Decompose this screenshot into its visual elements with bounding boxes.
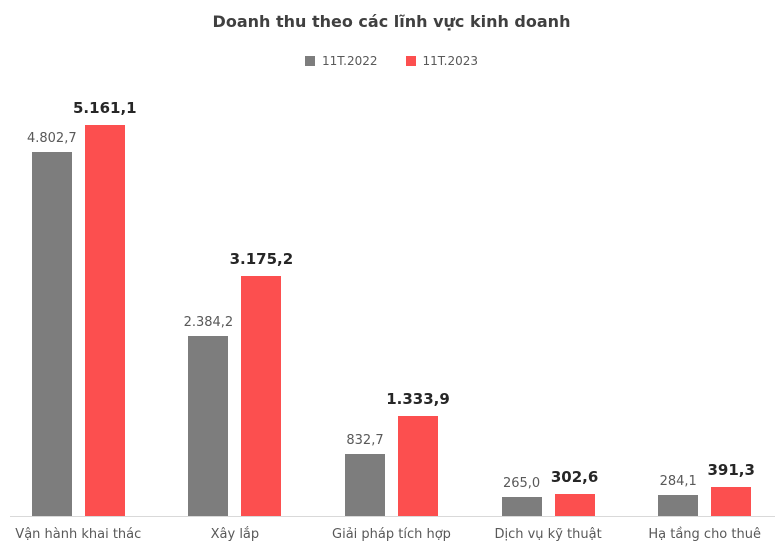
bar-11t2022-4: 265,0 [501, 476, 542, 517]
bar-value-label: 302,6 [550, 468, 599, 486]
bar-value-label: 4.802,7 [26, 131, 77, 147]
bar-value-label: 2.384,2 [183, 314, 234, 330]
bar-11t2022-3: 832,7 [344, 433, 385, 517]
x-axis-line [10, 516, 775, 517]
bar-value-label: 832,7 [346, 432, 384, 448]
plot-area: 4.802,7 5.161,1 2.384,2 3.175,2 832,7 1.333,9… [0, 99, 783, 517]
bar-value-label: 3.175,2 [229, 249, 294, 268]
chart-legend: 11T.2022 11T.2023 [0, 54, 783, 68]
bar-value-label: 1.333,9 [386, 389, 450, 408]
bar-value-label: 284,1 [659, 474, 697, 490]
category-label-2: Xây lắp [210, 527, 260, 542]
bar-11t2023-4: 302,6 [551, 468, 598, 517]
bar-group-3: 832,7 1.333,9 [313, 125, 470, 517]
bar-group-5: 284,1 391,3 [626, 125, 783, 517]
category-label-1: Vận hành khai thác [15, 527, 142, 542]
category-label-4: Dịch vụ kỹ thuật [494, 527, 602, 542]
category-axis-labels: Vận hành khai thác Xây lắp Giải pháp tích … [0, 527, 783, 542]
bar-group-4: 265,0 302,6 [470, 125, 627, 517]
bar-value-label: 5.161,1 [73, 99, 137, 117]
bar-group-1: 4.802,7 5.161,1 [0, 99, 157, 517]
bar-group-2: 2.384,2 3.175,2 [157, 125, 314, 517]
legend-label-11t2022: 11T.2022 [321, 54, 378, 68]
bar-value-label: 391,3 [707, 461, 755, 480]
bar-value-label: 265,0 [502, 475, 541, 491]
legend-item-11t2023: 11T.2023 [405, 54, 479, 68]
bar-11t2023-3: 1.333,9 [386, 390, 450, 517]
legend-item-11t2022: 11T.2022 [304, 54, 378, 68]
category-label-3: Giải pháp tích hợp [332, 527, 451, 542]
legend-label-11t2023: 11T.2023 [422, 54, 479, 68]
bar-11t2023-5: 391,3 [707, 461, 755, 517]
bar-11t2022-1: 4.802,7 [27, 131, 77, 517]
bar-11t2023-1: 5.161,1 [73, 99, 137, 517]
category-label-5: Hạ tầng cho thuê [648, 527, 761, 542]
bar-groups: 4.802,7 5.161,1 2.384,2 3.175,2 832,7 1.333,9… [0, 99, 783, 517]
legend-swatch-11t2022-icon [304, 56, 315, 66]
bar-11t2023-2: 3.175,2 [230, 250, 293, 517]
bar-11t2022-5: 284,1 [658, 474, 699, 517]
bar-11t2022-2: 2.384,2 [184, 315, 233, 517]
legend-swatch-11t2023-icon [405, 56, 416, 66]
chart-title: Doanh thu theo các lĩnh vực kinh doanh [212, 12, 571, 31]
